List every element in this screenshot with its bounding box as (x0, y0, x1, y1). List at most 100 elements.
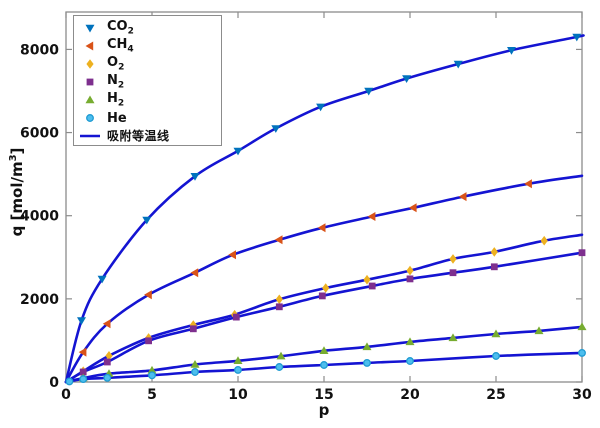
legend-label-sub: 2 (118, 62, 125, 73)
marker-N2 (490, 263, 498, 271)
legend-item-N2: N2 (74, 73, 221, 91)
isotherm-curve-O2 (64, 233, 584, 384)
marker-N2 (103, 358, 111, 366)
marker-CH4 (144, 290, 152, 300)
legend-marker-O2-icon (86, 59, 94, 69)
x-tick-label: 0 (61, 387, 71, 403)
marker-O2 (275, 294, 283, 305)
marker-H2 (319, 346, 329, 354)
marker-CO2 (402, 75, 412, 83)
marker-N2 (318, 292, 326, 300)
marker-H2 (190, 360, 200, 368)
y-axis-label-pre: q [mol/m (8, 161, 26, 237)
marker-He (363, 358, 371, 367)
legend-item-H2: H2 (74, 91, 221, 109)
marker-He (79, 375, 88, 384)
marker-CO2 (453, 60, 463, 69)
marker-He (406, 357, 414, 365)
legend-label-H2: H2 (107, 90, 125, 109)
marker-CH4 (524, 179, 532, 189)
legend-marker-N2-icon (86, 78, 94, 86)
legend-label-He: He (107, 110, 127, 126)
legend-marker-CO2-icon (85, 24, 95, 33)
marker-H2 (276, 351, 286, 360)
marker-CO2 (142, 216, 152, 225)
marker-He (86, 114, 94, 122)
marker-CH4 (458, 192, 467, 202)
marker-N2 (79, 368, 87, 376)
y-tick-label: 4000 (20, 209, 59, 225)
marker-CH4 (102, 319, 111, 329)
marker-CO2 (190, 173, 200, 181)
marker-CO2 (507, 47, 516, 55)
y-axis-label-sup: 3 (8, 154, 19, 162)
legend-marker-CH4-icon (85, 41, 94, 51)
y-axis-label: q [mol/m3] (8, 148, 26, 237)
marker-O2 (363, 274, 371, 285)
marker-CO2 (97, 275, 107, 284)
marker-H2 (233, 356, 243, 364)
marker-H2 (534, 326, 544, 335)
legend-label-sub: 2 (127, 26, 134, 37)
marker-H2 (405, 337, 415, 346)
marker-H2 (362, 342, 372, 351)
series-markers-CO2 (77, 33, 582, 325)
y-tick-label: 8000 (20, 42, 59, 58)
legend-label-CH4: CH4 (107, 36, 134, 55)
marker-H2 (491, 329, 501, 338)
marker-CO2 (316, 103, 326, 112)
marker-H2 (448, 333, 458, 342)
x-tick-label: 25 (486, 387, 505, 403)
marker-N2 (189, 325, 197, 333)
series-markers-N2 (79, 249, 586, 376)
legend-label-sub: 2 (117, 80, 125, 91)
marker-CH4 (274, 235, 283, 245)
marker-He (148, 371, 156, 380)
series-markers-O2 (79, 235, 548, 376)
legend: CO2 CH4 O2 N2 H2 He 吸附等温线 (73, 15, 222, 146)
marker-O2 (406, 265, 414, 276)
marker-He (492, 352, 500, 360)
marker-N2 (578, 249, 586, 257)
marker-CO2 (233, 147, 243, 156)
marker-O2 (322, 283, 330, 293)
legend-item-CH4: CH4 (74, 37, 221, 55)
marker-He (65, 377, 74, 386)
legend-label-N2: N2 (107, 72, 125, 91)
marker-N2 (86, 78, 94, 86)
marker-CH4 (85, 41, 94, 51)
marker-CH4 (317, 223, 326, 233)
series-markers-He (65, 348, 586, 386)
marker-N2 (449, 269, 457, 277)
marker-CO2 (77, 317, 86, 325)
marker-N2 (406, 275, 414, 283)
legend-label-O2: O2 (107, 54, 125, 73)
legend-item-CO2: CO2 (74, 19, 221, 37)
x-tick-label: 5 (147, 387, 157, 403)
marker-CH4 (408, 203, 417, 213)
marker-H2 (147, 365, 157, 374)
marker-He (578, 348, 586, 357)
x-tick-label: 15 (314, 387, 333, 403)
marker-He (234, 365, 242, 374)
marker-N2 (275, 303, 283, 311)
x-axis-label: p (318, 401, 330, 419)
legend-line-icon (80, 134, 100, 138)
marker-H2 (85, 95, 95, 104)
series-markers-H2 (78, 322, 587, 382)
marker-CH4 (367, 212, 376, 221)
marker-H2 (577, 322, 587, 331)
legend-label-sub: 2 (117, 98, 125, 109)
legend-item-O2: O2 (74, 55, 221, 73)
marker-N2 (145, 337, 152, 345)
marker-CH4 (78, 347, 87, 357)
marker-He (191, 368, 199, 376)
marker-N2 (232, 313, 240, 321)
marker-He (103, 373, 112, 382)
legend-item-isotherm-line: 吸附等温线 (74, 127, 221, 145)
marker-He (320, 361, 328, 369)
y-tick-label: 2000 (20, 292, 59, 308)
x-tick-label: 10 (228, 387, 248, 403)
